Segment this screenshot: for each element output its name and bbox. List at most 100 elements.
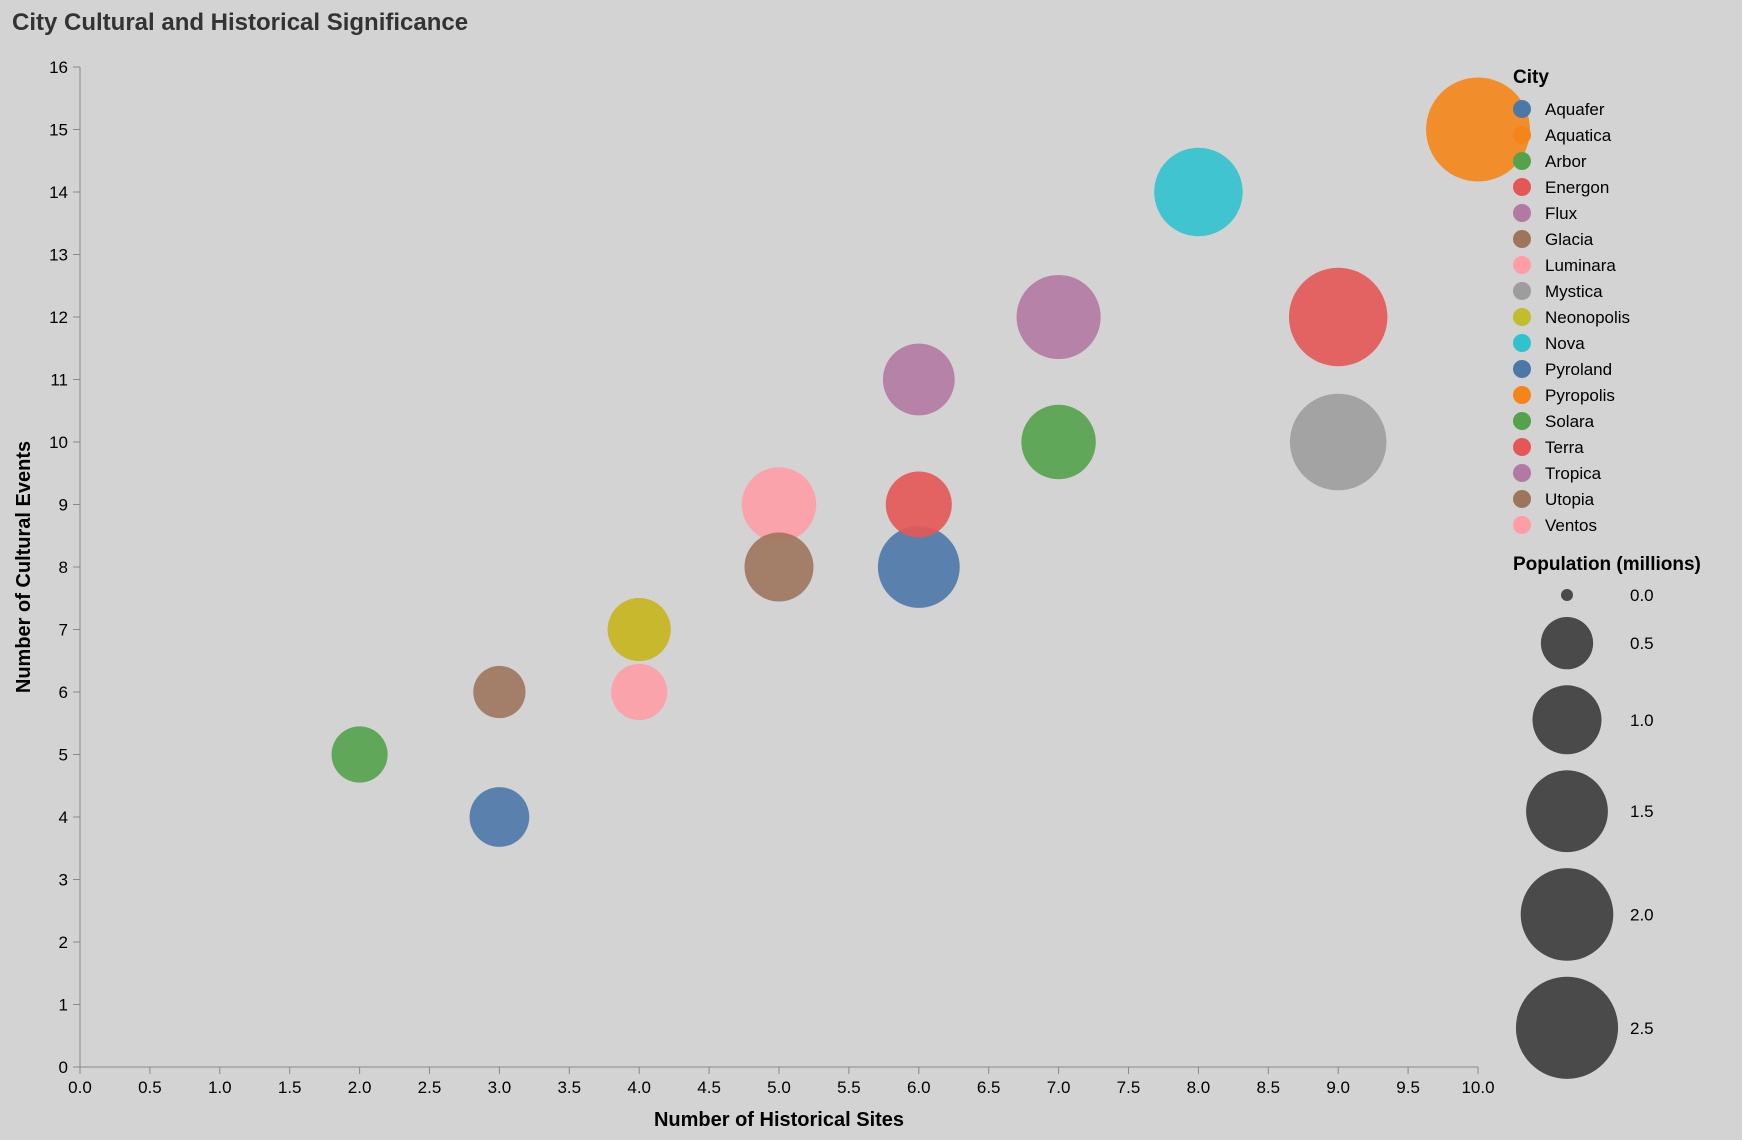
data-point-ventos[interactable] <box>611 663 668 721</box>
data-point-mystica[interactable] <box>1289 393 1387 491</box>
legend-swatch <box>1513 308 1531 326</box>
legend-swatch <box>1513 282 1531 300</box>
size-legend-item: 2.0 <box>1520 868 1654 961</box>
data-point-luminara[interactable] <box>741 467 817 542</box>
y-axis-title: Number of Cultural Events <box>13 441 35 693</box>
legend-label: Energon <box>1545 178 1609 197</box>
y-tick-label: 7 <box>59 621 68 640</box>
x-tick-label: 3.0 <box>488 1078 512 1097</box>
legend-swatch <box>1513 464 1531 482</box>
x-tick-label: 6.5 <box>977 1078 1001 1097</box>
x-tick-label: 3.5 <box>557 1078 581 1097</box>
data-point-flux[interactable] <box>1016 274 1101 360</box>
x-tick-label: 5.5 <box>837 1078 861 1097</box>
x-tick-label: 2.5 <box>418 1078 442 1097</box>
size-legend-swatch <box>1515 976 1619 1079</box>
x-tick-label: 6.0 <box>907 1078 931 1097</box>
legend-item-ventos: Ventos <box>1513 516 1597 535</box>
x-tick-label: 7.0 <box>1047 1078 1071 1097</box>
legend-label: Aquatica <box>1545 126 1612 145</box>
y-tick-label: 15 <box>49 121 68 140</box>
legend-label: Nova <box>1545 334 1585 353</box>
size-legend-swatch <box>1532 685 1602 755</box>
x-tick-label: 10.0 <box>1461 1078 1494 1097</box>
legend: City Aquafer Aquatica Arbor Energon Flux Glac… <box>1513 67 1701 1079</box>
size-legend-label: 0.5 <box>1630 634 1654 653</box>
legend-label: Mystica <box>1545 282 1603 301</box>
plot-area: 0.0 0.5 1.0 1.5 2.0 2.5 3.0 3.5 4.0 4.5 5.0 5.5 6.0 6… <box>49 58 1530 1097</box>
legend-label: Aquafer <box>1545 100 1605 119</box>
y-tick-label: 2 <box>59 933 68 952</box>
y-tick-label: 14 <box>49 183 68 202</box>
legend-swatch <box>1513 412 1531 430</box>
data-point-arbor[interactable] <box>331 726 388 783</box>
x-axis-title: Number of Historical Sites <box>654 1109 904 1131</box>
x-tick-label: 4.5 <box>697 1078 721 1097</box>
data-point-terra[interactable] <box>885 471 952 538</box>
legend-item-arbor: Arbor <box>1513 152 1587 171</box>
legend-swatch <box>1513 516 1531 534</box>
legend-swatch <box>1513 100 1531 118</box>
legend-item-terra: Terra <box>1513 438 1584 457</box>
legend-swatch <box>1513 152 1531 170</box>
y-tick-label: 3 <box>59 871 68 890</box>
data-point-neonopolis[interactable] <box>607 598 671 661</box>
legend-swatch <box>1513 204 1531 222</box>
x-tick-label: 1.0 <box>208 1078 232 1097</box>
legend-swatch <box>1513 230 1531 248</box>
legend-item-solara: Solara <box>1513 412 1595 431</box>
data-point-pyroland[interactable] <box>877 526 960 608</box>
x-tick-label: 1.5 <box>278 1078 302 1097</box>
legend-item-flux: Flux <box>1513 204 1578 223</box>
legend-item-nova: Nova <box>1513 334 1585 353</box>
legend-label: Pyroland <box>1545 360 1612 379</box>
data-point-utopia[interactable] <box>744 532 814 602</box>
legend-swatch <box>1513 360 1531 378</box>
data-point-solara[interactable] <box>1021 404 1096 480</box>
y-tick-label: 9 <box>59 496 68 515</box>
size-legend-item: 2.5 <box>1515 976 1654 1079</box>
legend-label: Pyropolis <box>1545 386 1615 405</box>
legend-item-mystica: Mystica <box>1513 282 1603 301</box>
legend-label: Ventos <box>1545 516 1597 535</box>
x-tick-label: 8.5 <box>1256 1078 1280 1097</box>
y-tick-label: 10 <box>49 433 68 452</box>
y-tick-label: 8 <box>59 558 68 577</box>
x-tick-label: 5.0 <box>767 1078 791 1097</box>
legend-label: Utopia <box>1545 490 1595 509</box>
y-tick-label: 0 <box>59 1058 68 1077</box>
x-tick-label: 2.0 <box>348 1078 372 1097</box>
y-tick-label: 4 <box>59 808 68 827</box>
data-point-glacia[interactable] <box>473 665 526 719</box>
legend-label: Tropica <box>1545 464 1602 483</box>
legend-item-aquafer: Aquafer <box>1513 100 1605 119</box>
y-tick-label: 12 <box>49 308 68 327</box>
size-legend-label: 2.5 <box>1630 1019 1654 1038</box>
legend-item-pyroland: Pyroland <box>1513 360 1612 379</box>
x-tick-label: 8.0 <box>1187 1078 1211 1097</box>
size-legend-swatch <box>1540 617 1594 670</box>
size-legend-label: 2.0 <box>1630 905 1654 924</box>
legend-label: Glacia <box>1545 230 1594 249</box>
size-legend-item: 0.5 <box>1540 617 1654 670</box>
data-point-aquafer[interactable] <box>469 787 530 847</box>
data-point-tropica[interactable] <box>882 343 955 416</box>
legend-swatch <box>1513 386 1531 404</box>
size-legend-swatch <box>1520 868 1614 961</box>
legend-swatch <box>1513 490 1531 508</box>
size-legend-entries: 0.0 0.5 1.0 1.5 2.0 2.5 <box>1515 586 1654 1079</box>
x-tick-label: 4.0 <box>627 1078 651 1097</box>
data-point-nova[interactable] <box>1154 147 1243 237</box>
size-legend-label: 0.0 <box>1630 586 1654 605</box>
x-tick-label: 7.5 <box>1117 1078 1141 1097</box>
x-tick-label: 0.0 <box>68 1078 92 1097</box>
size-legend-item: 1.5 <box>1526 770 1654 853</box>
size-legend-label: 1.5 <box>1630 802 1654 821</box>
data-point-energon[interactable] <box>1288 267 1388 367</box>
data-point-pyropolis[interactable] <box>1426 77 1530 182</box>
color-legend-title: City <box>1513 67 1549 88</box>
size-legend-label: 1.0 <box>1630 711 1654 730</box>
legend-item-pyropolis: Pyropolis <box>1513 386 1615 405</box>
size-legend-item: 1.0 <box>1532 685 1654 755</box>
